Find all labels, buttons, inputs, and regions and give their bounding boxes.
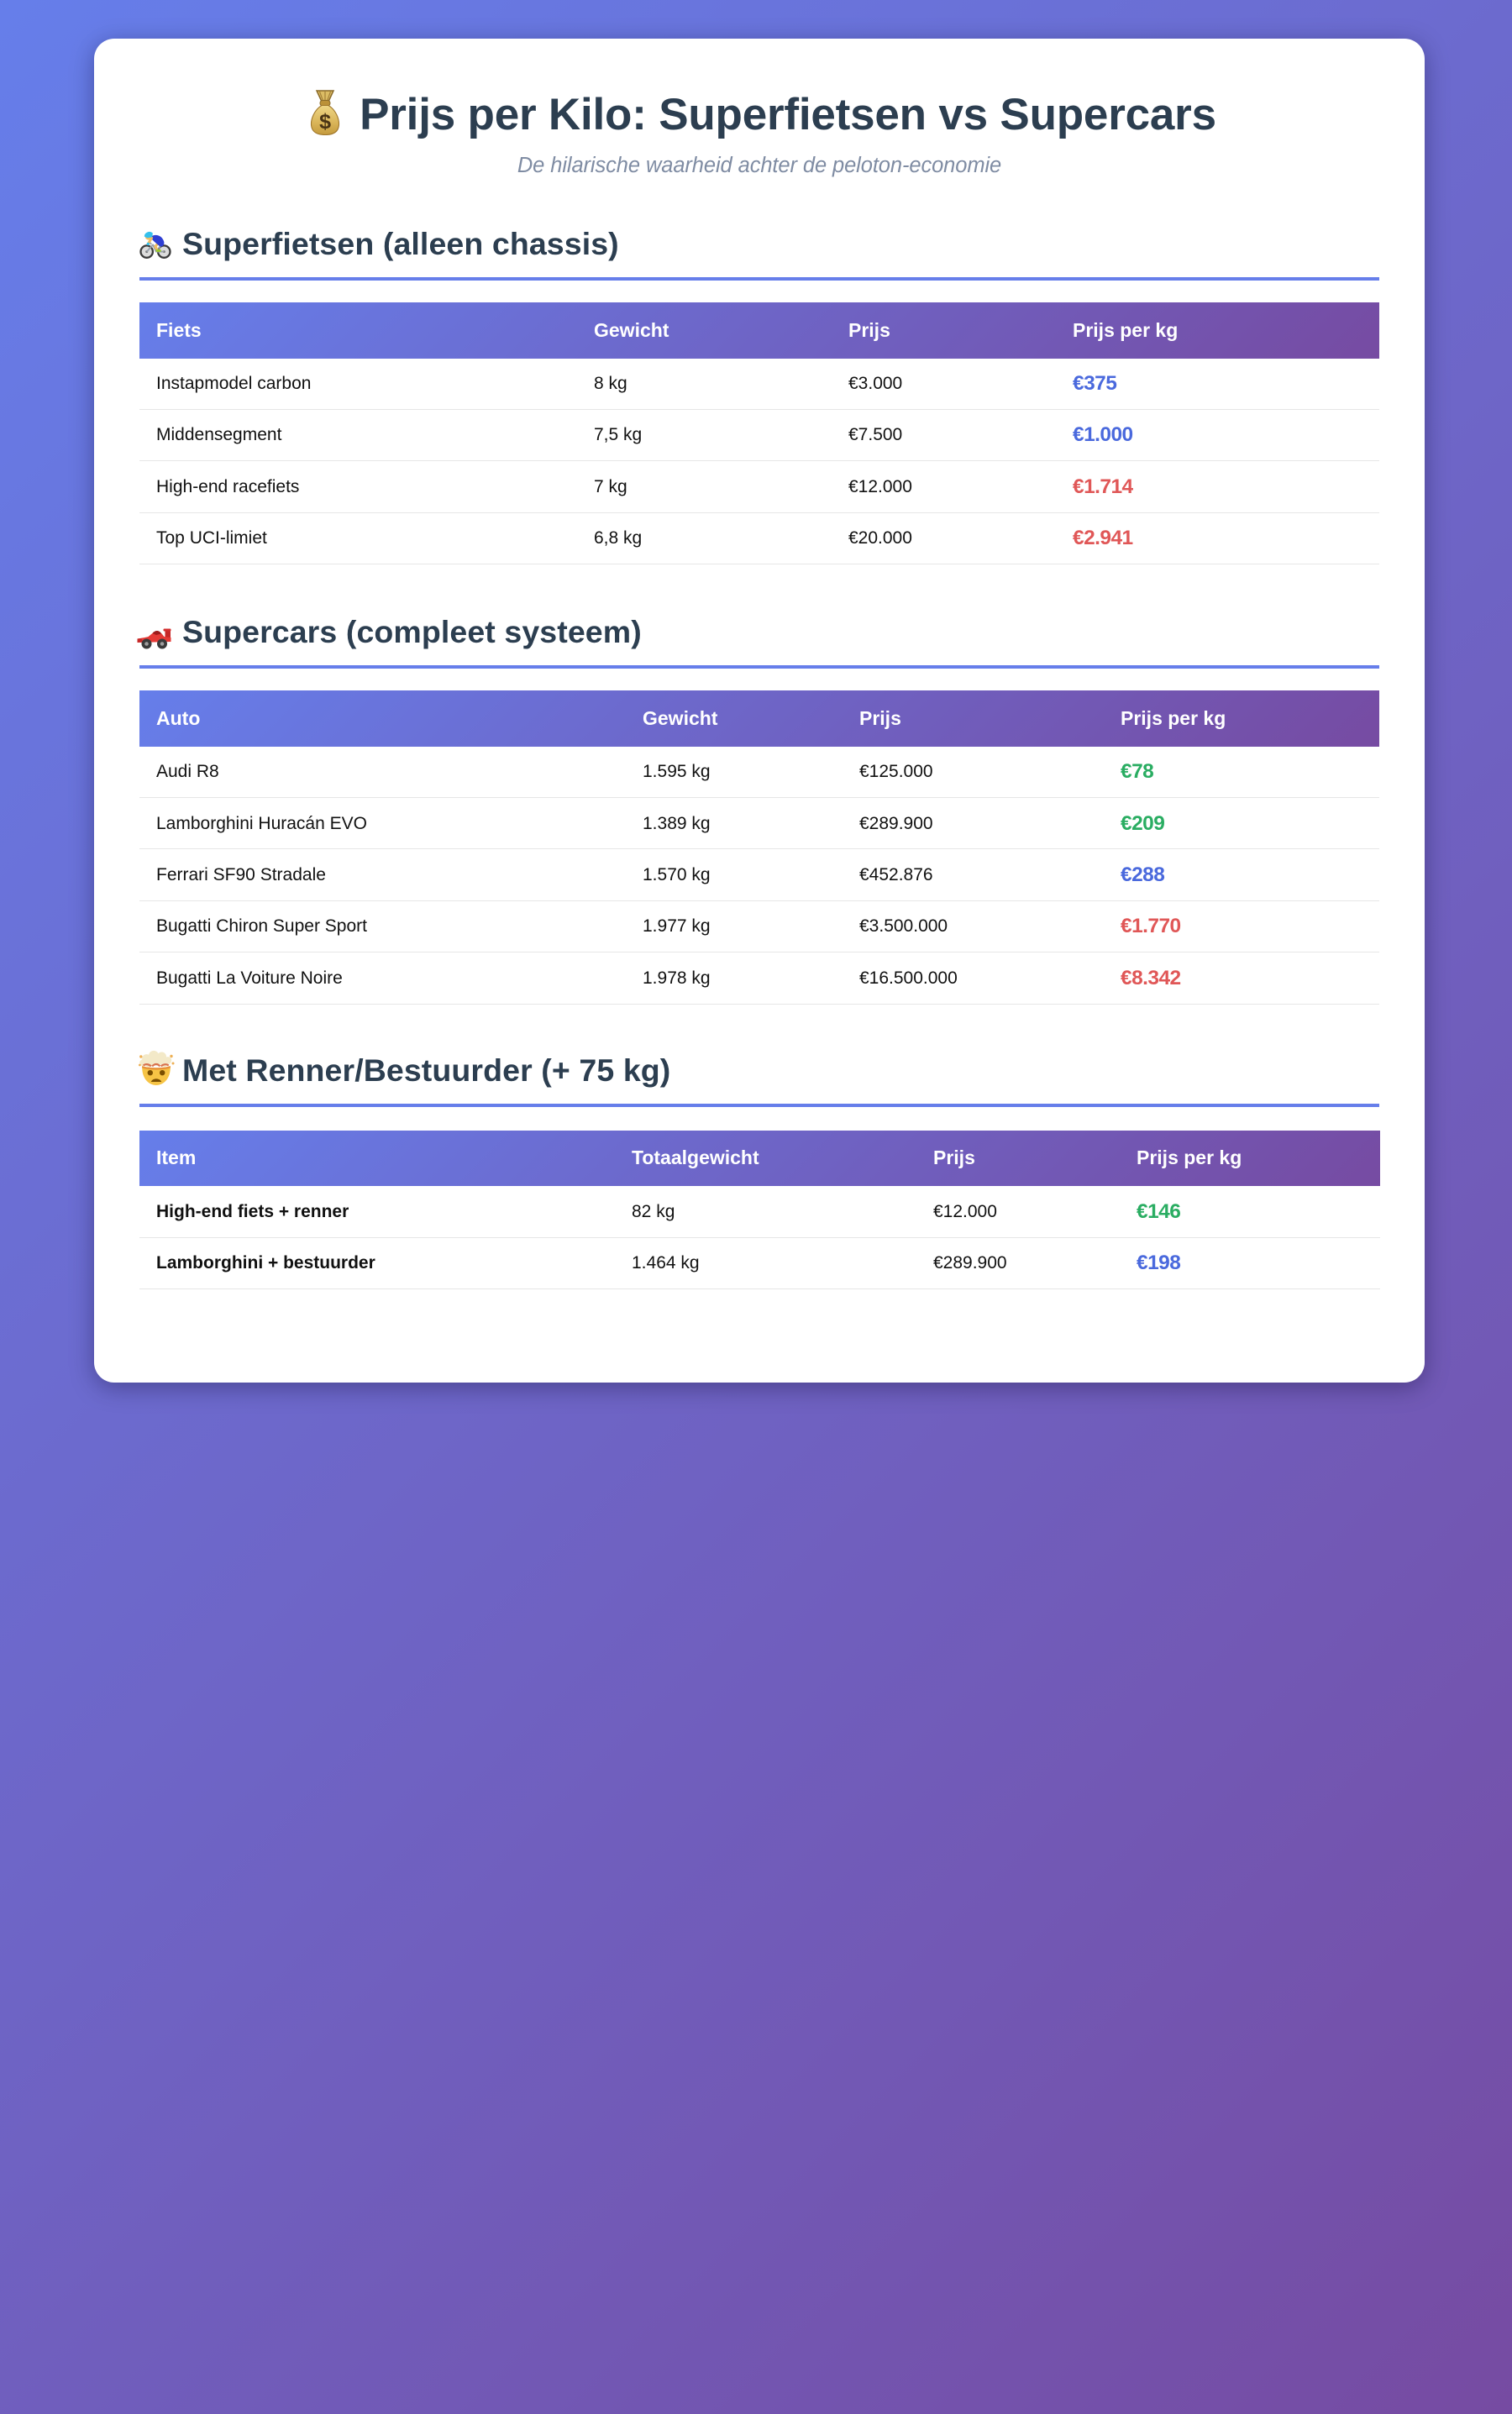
svg-text:$: $ bbox=[319, 110, 331, 134]
